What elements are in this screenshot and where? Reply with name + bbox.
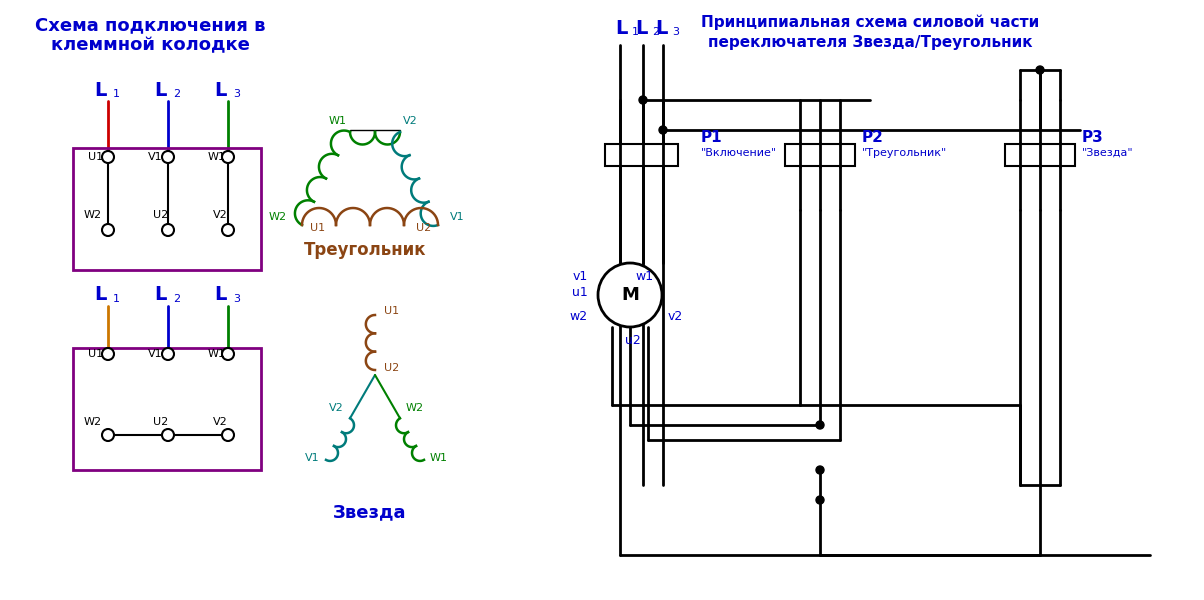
Circle shape xyxy=(659,126,667,134)
Circle shape xyxy=(163,348,175,360)
Text: u2: u2 xyxy=(625,334,641,346)
Text: 1: 1 xyxy=(113,89,120,99)
Circle shape xyxy=(1035,66,1044,74)
Text: L: L xyxy=(94,80,106,100)
Text: W1: W1 xyxy=(208,349,226,359)
Text: M: M xyxy=(621,286,639,304)
Text: W2: W2 xyxy=(406,403,424,413)
Text: W1: W1 xyxy=(430,453,448,463)
Text: 1: 1 xyxy=(632,27,639,37)
Circle shape xyxy=(222,348,234,360)
Circle shape xyxy=(639,96,647,104)
Circle shape xyxy=(102,429,114,441)
Text: клеммной колодке: клеммной колодке xyxy=(51,36,249,54)
Circle shape xyxy=(163,151,175,163)
Text: V1: V1 xyxy=(148,152,163,162)
Text: 3: 3 xyxy=(672,27,679,37)
Text: U2: U2 xyxy=(153,210,169,220)
Text: U1: U1 xyxy=(88,349,104,359)
Text: Принципиальная схема силовой части: Принципиальная схема силовой части xyxy=(701,14,1039,30)
Text: 2: 2 xyxy=(173,294,181,304)
Text: 3: 3 xyxy=(234,89,240,99)
Circle shape xyxy=(816,421,824,429)
Text: Схема подключения в: Схема подключения в xyxy=(35,16,265,34)
Text: "Треугольник": "Треугольник" xyxy=(862,148,948,158)
Text: P2: P2 xyxy=(862,130,884,145)
Text: 2: 2 xyxy=(653,27,659,37)
Text: L: L xyxy=(154,80,166,100)
Text: 3: 3 xyxy=(234,294,240,304)
Text: V1: V1 xyxy=(306,453,320,463)
Text: U2: U2 xyxy=(417,223,431,233)
Text: U1: U1 xyxy=(88,152,104,162)
Text: "Звезда": "Звезда" xyxy=(1082,148,1134,158)
Text: U1: U1 xyxy=(384,306,399,316)
Text: 1: 1 xyxy=(113,294,120,304)
Text: 2: 2 xyxy=(173,89,181,99)
Text: U2: U2 xyxy=(153,417,169,427)
Circle shape xyxy=(222,151,234,163)
Text: U2: U2 xyxy=(384,363,400,373)
Text: V2: V2 xyxy=(213,417,228,427)
Bar xyxy=(1005,144,1075,166)
Bar xyxy=(785,144,855,166)
Bar xyxy=(73,148,261,270)
Text: L: L xyxy=(615,19,627,37)
Text: V2: V2 xyxy=(403,116,418,126)
Text: V2: V2 xyxy=(329,403,344,413)
Circle shape xyxy=(102,151,114,163)
Circle shape xyxy=(816,466,824,474)
Text: L: L xyxy=(154,286,166,304)
Text: W1: W1 xyxy=(329,116,347,126)
Text: v2: v2 xyxy=(668,311,683,323)
Text: w1: w1 xyxy=(635,271,653,283)
Text: L: L xyxy=(655,19,667,37)
Text: u1: u1 xyxy=(572,286,588,298)
Circle shape xyxy=(816,496,824,504)
Text: V2: V2 xyxy=(213,210,228,220)
Text: L: L xyxy=(635,19,648,37)
Text: P3: P3 xyxy=(1082,130,1104,145)
Text: w2: w2 xyxy=(569,311,588,323)
Text: Звезда: Звезда xyxy=(334,503,407,521)
Text: W2: W2 xyxy=(268,212,287,222)
Text: V1: V1 xyxy=(148,349,163,359)
Text: переключателя Звезда/Треугольник: переключателя Звезда/Треугольник xyxy=(708,34,1032,49)
Circle shape xyxy=(163,429,175,441)
Text: V1: V1 xyxy=(450,212,465,222)
Circle shape xyxy=(222,429,234,441)
Bar xyxy=(73,348,261,470)
Text: W2: W2 xyxy=(84,417,102,427)
Text: L: L xyxy=(214,286,226,304)
Circle shape xyxy=(102,224,114,236)
Text: "Включение": "Включение" xyxy=(701,148,777,158)
Circle shape xyxy=(102,348,114,360)
Text: W1: W1 xyxy=(208,152,226,162)
Text: P1: P1 xyxy=(701,130,722,145)
Text: v1: v1 xyxy=(573,271,588,283)
Circle shape xyxy=(163,224,175,236)
Circle shape xyxy=(598,263,662,327)
Circle shape xyxy=(222,224,234,236)
Text: U1: U1 xyxy=(309,223,325,233)
Text: Треугольник: Треугольник xyxy=(303,241,426,259)
Text: L: L xyxy=(214,80,226,100)
Text: L: L xyxy=(94,286,106,304)
Text: W2: W2 xyxy=(84,210,102,220)
Bar xyxy=(604,144,678,166)
